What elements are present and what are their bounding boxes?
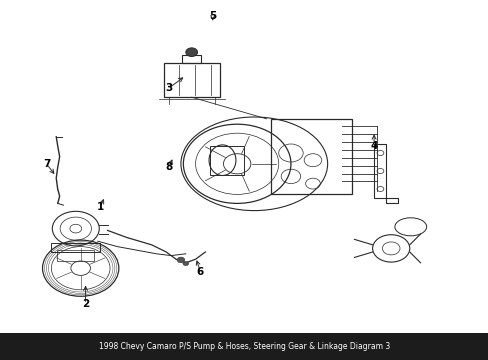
Text: 1: 1 [97,202,103,212]
Text: 1998 Chevy Camaro P/S Pump & Hoses, Steering Gear & Linkage Diagram 3: 1998 Chevy Camaro P/S Pump & Hoses, Stee… [99,342,389,351]
Text: 8: 8 [165,162,172,172]
Text: 5: 5 [209,11,216,21]
Text: 6: 6 [197,267,203,277]
Bar [57,250,94,261]
Circle shape [177,257,184,263]
Text: 7: 7 [42,159,50,169]
Bar [210,146,244,175]
Bar [271,119,351,194]
Bar [182,55,201,63]
Bar [163,63,220,97]
Circle shape [183,261,188,266]
Text: 3: 3 [165,83,172,93]
Text: 4: 4 [369,141,377,151]
Circle shape [185,48,197,57]
Bar [0,333,488,360]
Bar [51,243,100,252]
Text: 2: 2 [82,299,89,309]
